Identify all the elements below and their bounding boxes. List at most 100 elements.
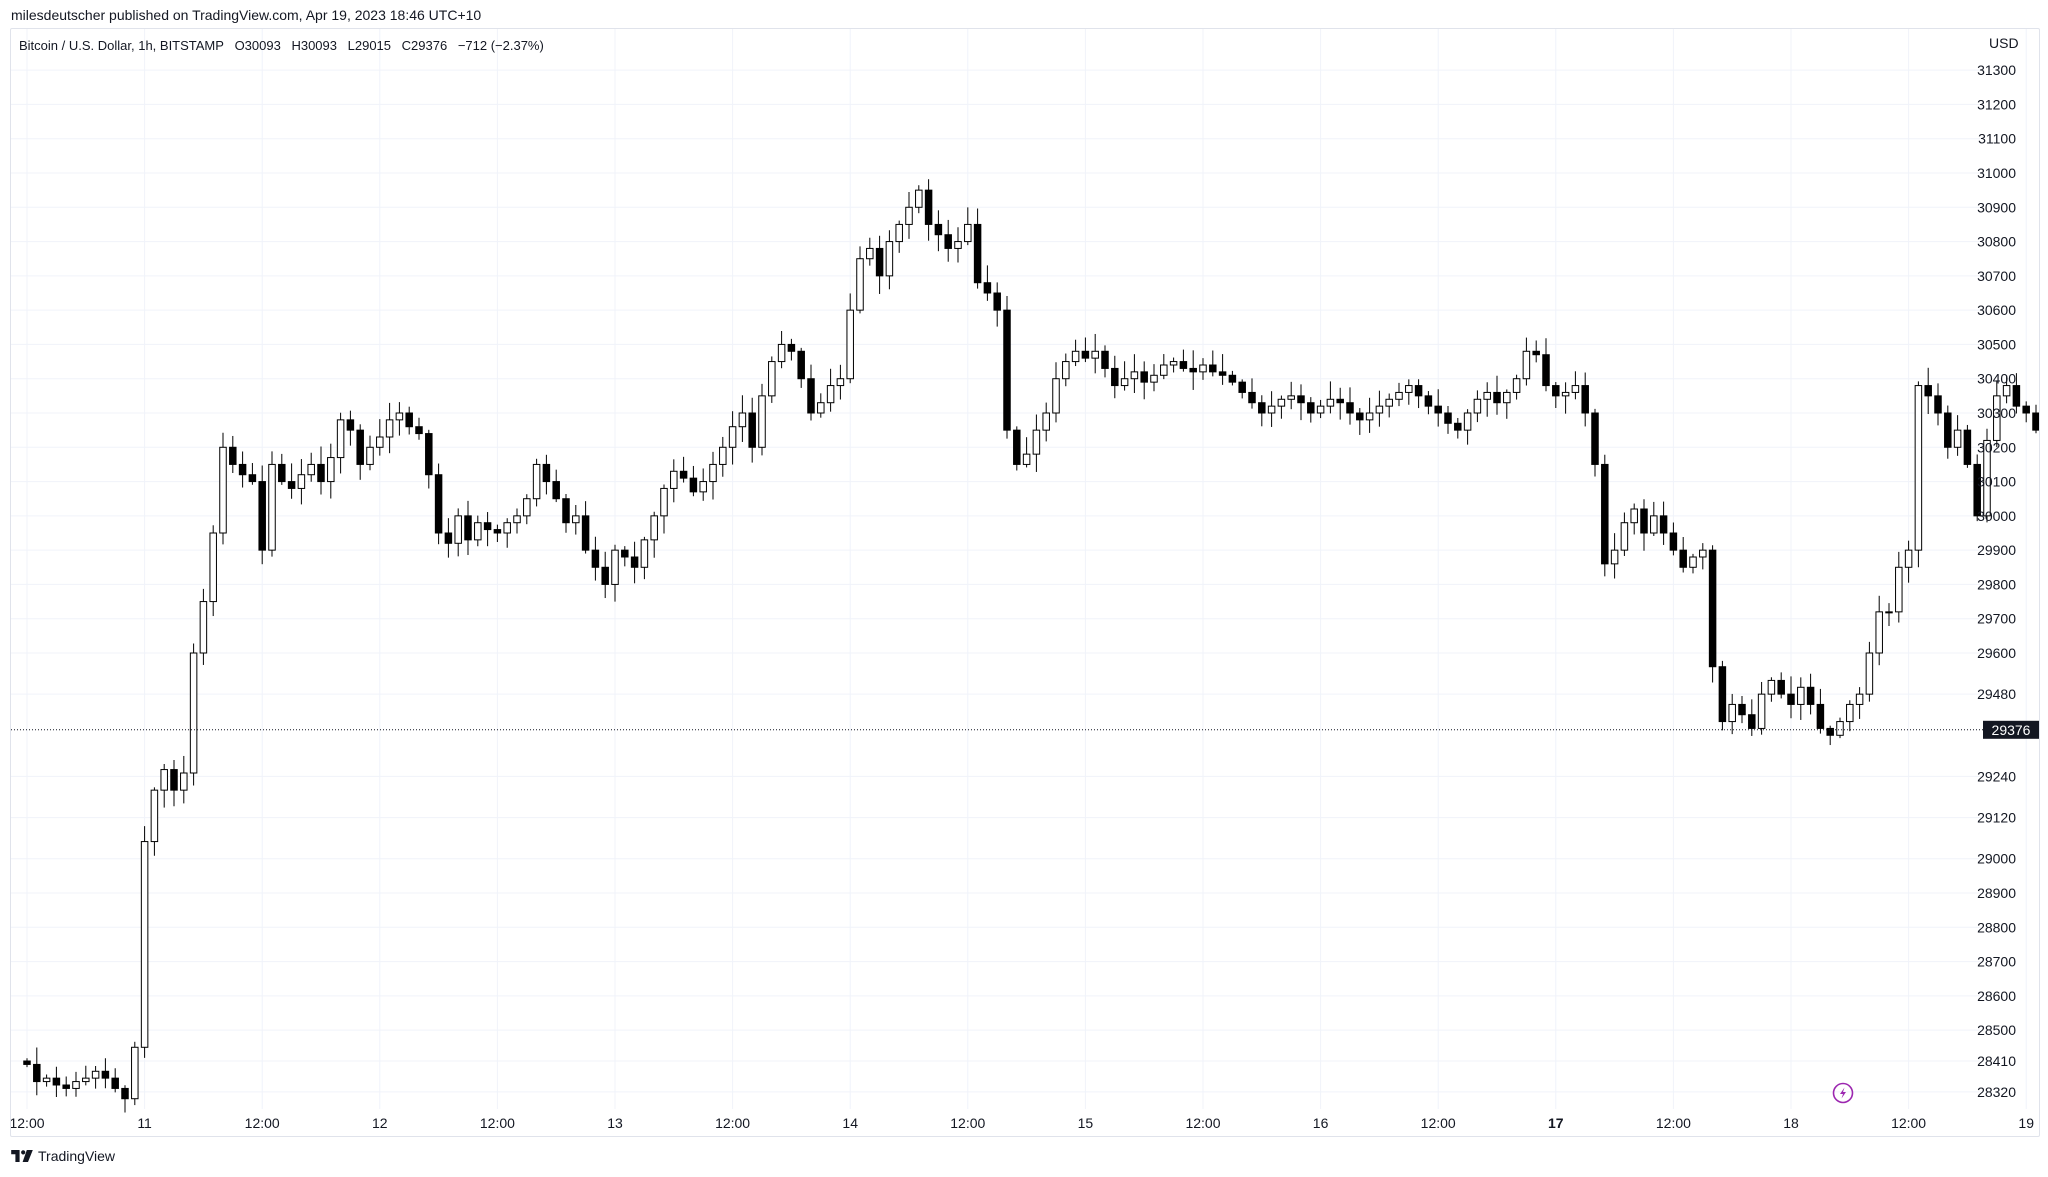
candle-body [1444,412,1452,424]
candle-body [993,292,1001,311]
candle-body [1826,727,1834,736]
candle-body [1346,402,1354,414]
price-tick-label: 28800 [1977,919,2016,935]
time-tick-label: 19 [2018,1115,2034,1131]
chart-panel[interactable]: 29376 31300 31200 31100 31000 30900 30800 3070… [10,28,2040,1137]
candle-body [581,515,590,551]
candle-body [287,481,296,489]
time-tick-label: 12:00 [245,1115,280,1131]
candle-body [1699,549,1707,558]
candle-body [229,446,237,465]
price-tick-label: 29600 [1977,645,2016,661]
time-tick-label: 12 [372,1115,388,1131]
price-tick-label: 29240 [1977,768,2016,784]
legend-change: −712 (−2.37%) [457,38,544,53]
candle-body [101,1070,110,1079]
legend-close: C29376 [401,38,448,53]
candle-body [1895,566,1903,613]
candle-body [1963,429,1972,465]
price-tick-label: 29900 [1977,542,2016,558]
candle-body [1748,714,1756,729]
price-axis[interactable]: 31300 31200 31100 31000 30900 30800 30700 30600… [1977,62,2016,1100]
candle-body [1855,693,1864,705]
candle-body [258,481,266,551]
candle-body [111,1077,119,1089]
price-tick-label: 30200 [1977,439,2016,455]
candle-body [1591,412,1599,465]
candle-body [905,206,913,225]
price-tick-label: 30300 [1977,405,2016,421]
candle-body [376,436,384,448]
candle-body [1022,453,1031,465]
candle-body [1993,395,2001,441]
candle-body [483,522,492,531]
candle-body [728,426,737,448]
candle-body [1944,412,1952,448]
candle-body [1875,611,1883,654]
candle-body [2012,385,2021,407]
legend-symbol: Bitcoin / U.S. Dollar, 1h, BITSTAMP [19,38,224,53]
candle-body [758,395,766,448]
candle-body [454,515,462,544]
candlestick-chart[interactable]: 29376 31300 31200 31100 31000 30900 30800 3070… [11,29,2039,1136]
price-tick-label: 28700 [1977,954,2016,970]
last-price-line: 29376 [11,720,2039,739]
candle-body [1904,549,1913,568]
candle-body [523,498,531,517]
time-axis[interactable]: 12:00 11 12:00 12 12:00 13 12:00 14 12:00 15 12:00… [11,1115,2039,1131]
candle-body [180,772,188,791]
candle-body [768,361,776,397]
candle-body [591,549,600,568]
symbol-legend: Bitcoin / U.S. Dollar, 1h, BITSTAMP O300… [19,38,551,53]
candle-body [1650,515,1658,534]
candle-body [327,457,335,483]
candle-body [503,522,511,534]
candle-body [346,419,355,431]
candle-body [797,350,805,380]
candle-body [444,532,453,544]
price-tick-label: 30400 [1977,371,2016,387]
candle-body [944,234,952,249]
candle-body [650,515,658,541]
candle-body [1503,391,1511,404]
price-tick-label: 28900 [1977,885,2016,901]
candle-body [1640,508,1648,534]
candles [23,179,2039,1113]
candle-body [1248,391,1256,404]
candle-body [307,463,315,476]
candle-body [1130,371,1139,380]
candle-body [787,343,796,352]
candle-body [1434,405,1442,414]
time-tick-label: 12:00 [1891,1115,1926,1131]
time-tick-label: 11 [137,1115,152,1131]
candle-body [532,463,541,500]
candle-body [170,769,178,791]
candle-body [91,1070,100,1079]
candle-body [1718,666,1727,723]
candle-body [954,241,962,249]
candle-body [1081,350,1090,359]
price-tick-label: 31000 [1977,165,2016,181]
lightning-icon[interactable] [1832,1082,1854,1104]
candle-body [1258,402,1266,414]
footer-brand[interactable]: TradingView [11,1148,115,1164]
candle-body [23,1060,31,1065]
candle-body [1228,374,1237,383]
candle-body [150,789,159,843]
candle-body [1728,703,1736,723]
candle-body [1738,703,1746,716]
time-tick-label: 12:00 [480,1115,515,1131]
candle-body [62,1084,70,1089]
candle-body [1522,350,1531,380]
price-tick-label: 28600 [1977,988,2016,1004]
candle-body [131,1046,139,1100]
time-tick-label: 14 [842,1115,858,1131]
candle-body [474,522,482,541]
candle-body [1601,463,1609,565]
candle-body [1267,405,1276,414]
candle-body [964,223,972,243]
time-tick-label: 12:00 [11,1115,45,1131]
candle-body [1454,422,1462,431]
candle-body [1375,405,1384,414]
candle-body [885,241,894,277]
